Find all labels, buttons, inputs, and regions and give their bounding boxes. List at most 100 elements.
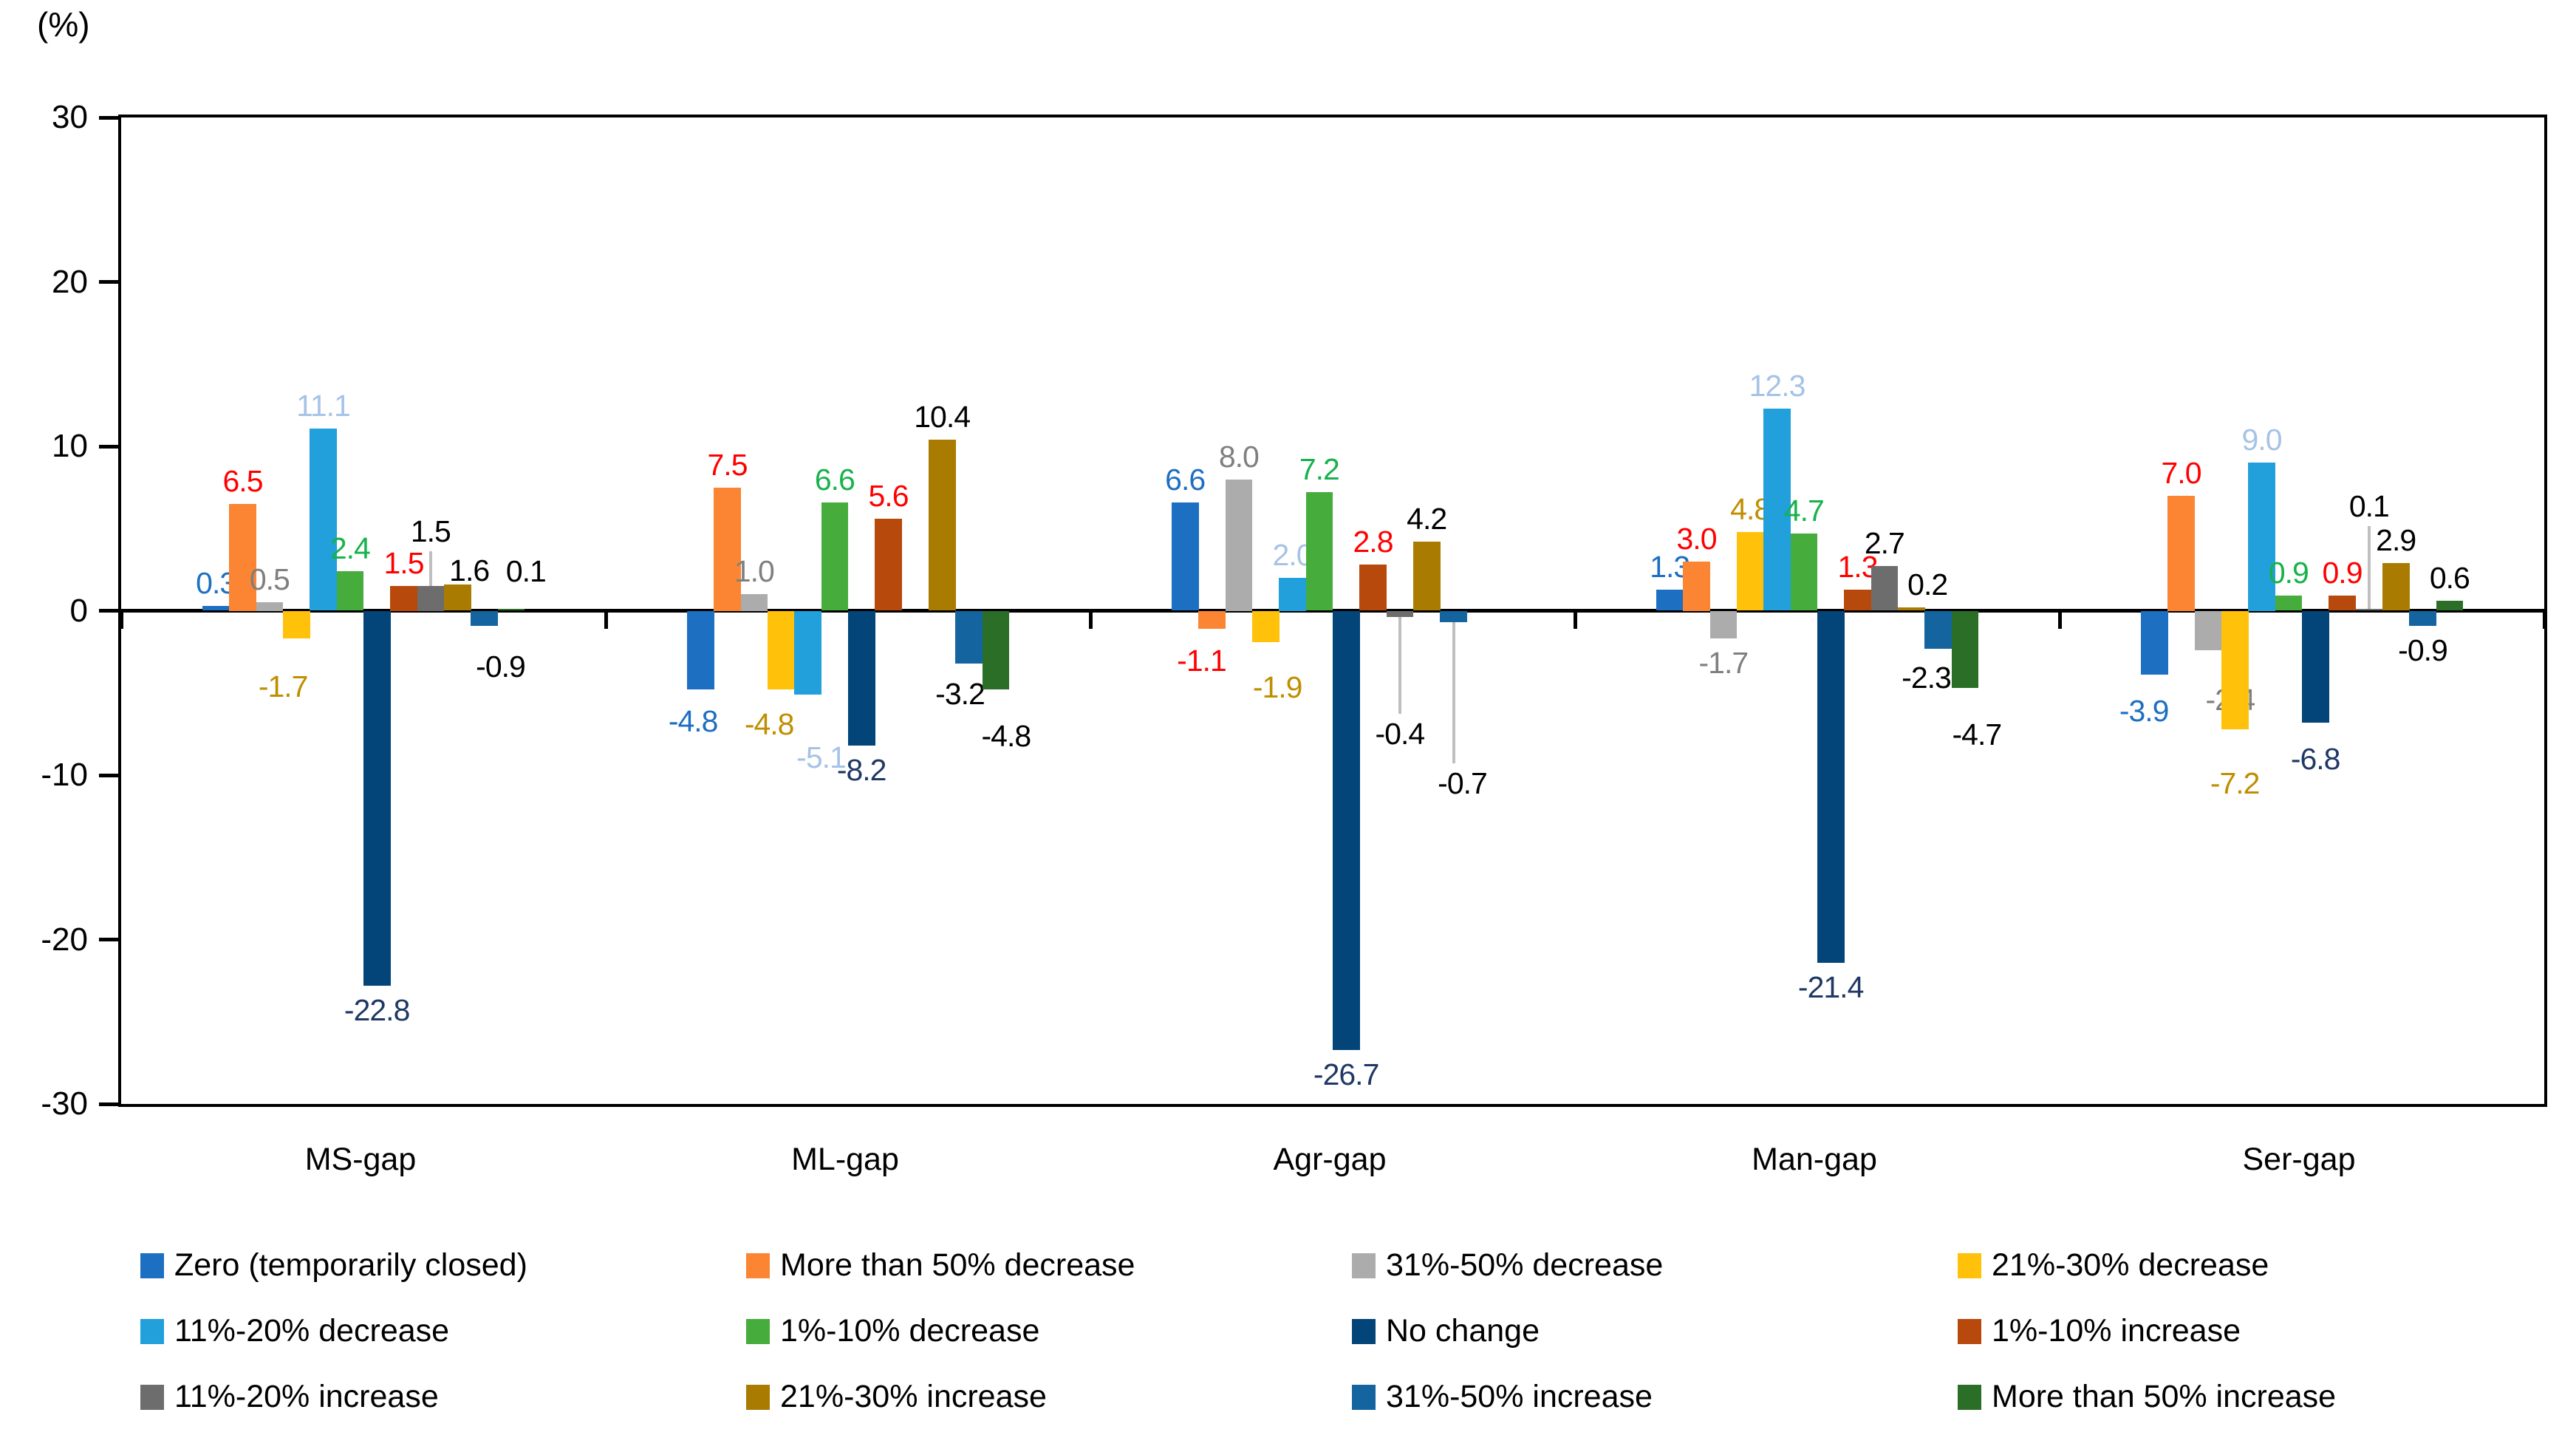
bar-3-3 [1737,531,1764,611]
bar-label-1-2: -1.1 [1177,643,1227,678]
legend-swatch-icon [1352,1384,1376,1410]
bar-label-10-0: -0.9 [476,649,526,684]
bar-2-2 [1225,479,1253,611]
bar-label-2-2: 8.0 [1218,439,1260,474]
bar-label-11-0: 0.1 [505,554,547,589]
bar-9-2 [1413,542,1441,611]
y-axis-tick-label: 10 [52,428,88,464]
bar-7-3 [1844,589,1872,611]
legend-item: 1%-10% decrease [746,1313,1352,1349]
bar-label-3-4: -7.2 [2210,766,2261,800]
bar-label-4-0: 11.1 [296,388,351,423]
legend-swatch-icon [140,1252,164,1278]
bar-10-3 [1924,610,1953,649]
legend-item: 21%-30% decrease [1958,1247,2504,1284]
legend-label: Zero (temporarily closed) [174,1247,527,1283]
bar-2-0 [256,602,284,611]
bar-0-3 [1656,589,1684,611]
y-axis-tick-label: 30 [52,99,88,135]
bar-label-5-2: 7.2 [1299,452,1340,487]
legend-item: 11%-20% increase [140,1379,746,1415]
y-axis-tick-label: 0 [69,592,88,629]
bar-7-4 [2329,596,2357,611]
bar-label-5-4: 0.9 [2268,556,2309,590]
category-axis-tick [604,610,608,629]
legend-swatch-icon [746,1384,770,1410]
y-axis-tick [99,1102,118,1106]
bar-label-2-1: 1.0 [734,554,775,589]
bar-4-3 [1763,408,1791,611]
bar-label-6-0: -22.8 [344,992,410,1027]
bar-label-2-0: 0.5 [249,562,290,597]
bar-label-0-1: -4.8 [668,704,719,739]
bar-label-8-4: 0.1 [2348,489,2390,524]
bar-label-1-4: 7.0 [2161,455,2202,490]
bar-0-2 [1172,502,1199,611]
bar-6-1 [848,610,875,746]
bar-label-10-4: -0.9 [2398,633,2448,667]
bar-label-9-4: 2.9 [2376,522,2416,557]
legend-item: 21%-30% increase [746,1379,1352,1415]
bar-5-2 [1305,492,1333,611]
bar-2-4 [2194,610,2222,650]
y-axis-tick [99,609,118,613]
bar-label-5-0: 2.4 [329,531,371,566]
bar-7-1 [875,518,903,611]
label-leader-line [428,551,432,587]
bar-label-5-3: 4.7 [1783,493,1825,528]
bar-label-3-0: -1.7 [258,669,309,704]
bar-6-4 [2302,610,2329,723]
bar-1-4 [2167,495,2196,611]
legend-label: 1%-10% increase [1992,1313,2241,1349]
bar-label-10-2: -0.7 [1438,766,1488,801]
bar-3-0 [283,610,310,639]
legend-item: More than 50% decrease [746,1247,1352,1284]
legend-swatch-icon [140,1384,164,1410]
bar-label-9-1: 10.4 [914,400,971,434]
y-axis-tick-label: 20 [52,263,88,300]
bar-6-3 [1817,610,1845,963]
bar-label-1-3: 3.0 [1676,521,1718,556]
y-axis-tick [99,115,118,120]
legend-item: Zero (temporarily closed) [140,1247,746,1284]
bar-1-3 [1683,561,1711,611]
bar-label-6-1: -8.2 [836,752,887,787]
bar-6-0 [363,610,391,986]
bar-label-11-1: -4.8 [981,719,1032,754]
bar-label-4-1: -5.1 [796,740,847,774]
legend-item: 31%-50% increase [1352,1379,1958,1415]
bar-label-8-3: 2.7 [1864,526,1905,561]
bar-0-0 [202,605,230,611]
legend-label: More than 50% decrease [780,1247,1135,1283]
bar-9-4 [2382,562,2410,611]
legend-label: No change [1386,1313,1540,1349]
y-axis-tick [99,773,118,777]
bar-1-2 [1198,610,1226,629]
bar-label-3-1: -4.8 [744,707,795,742]
bar-label-0-2: 6.6 [1165,462,1206,497]
y-axis-tick-label: -30 [41,1085,88,1122]
bar-label-8-0: 1.5 [410,514,451,549]
bar-label-7-0: 1.5 [383,546,425,581]
bar-9-0 [444,584,471,611]
category-axis-tick [119,610,123,629]
bar-label-10-3: -2.3 [1902,660,1952,695]
y-axis-tick [99,444,118,449]
bar-9-1 [929,440,956,611]
bar-6-2 [1333,610,1360,1050]
y-axis-tick-label: -10 [41,757,88,793]
legend-label: 21%-30% increase [780,1379,1047,1414]
legend-label: 31%-50% decrease [1386,1247,1664,1283]
bar-label-7-4: 0.9 [2322,556,2363,590]
bar-4-4 [2248,463,2276,611]
bar-7-0 [390,586,418,611]
legend-label: 31%-50% increase [1386,1379,1653,1414]
y-axis-tick-label: -20 [41,921,88,958]
category-axis-tick [2057,610,2062,629]
bar-5-4 [2275,596,2303,611]
bar-label-1-0: 6.5 [222,463,264,498]
bar-5-0 [336,571,364,611]
bar-11-3 [1951,610,1979,689]
bar-2-1 [740,594,768,611]
bar-4-0 [310,428,338,611]
